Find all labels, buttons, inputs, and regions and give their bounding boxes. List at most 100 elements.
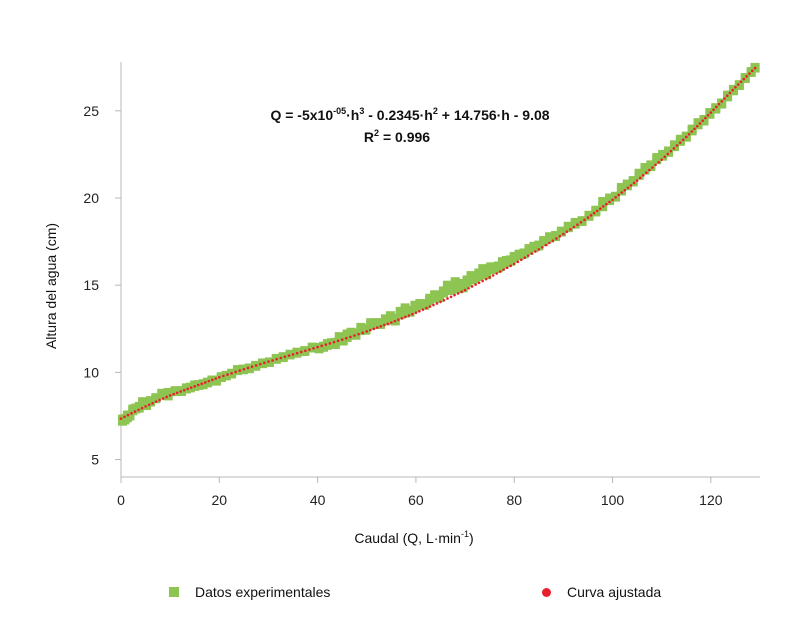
y-tick-label-10: 10 [83, 364, 99, 380]
fit-dot-28 [218, 375, 221, 379]
y-tick-label-15: 15 [83, 277, 99, 293]
fit-dot-160 [687, 132, 691, 136]
experimental-point-94-1 [570, 217, 580, 227]
experimental-point-58-1 [405, 307, 415, 317]
fit-dot-115 [544, 243, 548, 247]
experimental-point-99-1 [605, 193, 615, 203]
fit-dot-117 [551, 239, 555, 242]
fit-dot-138 [620, 191, 624, 194]
fit-dot-76 [407, 314, 411, 317]
fit-dot-122 [569, 228, 572, 231]
experimental-point-83-1 [509, 251, 519, 261]
fit-dot-141 [629, 184, 633, 187]
experimental-point-118-1 [717, 99, 727, 109]
fit-dot-108 [519, 258, 523, 262]
experimental-point-28-1 [244, 364, 254, 374]
experimental-point-87-1 [529, 241, 539, 251]
fit-dot-80 [421, 308, 425, 311]
experimental-point-86-1 [524, 244, 534, 254]
experimental-point-107-1 [652, 153, 662, 163]
fit-dot-65 [368, 328, 372, 332]
experimental-point-37-1 [307, 342, 317, 352]
fit-dot-155 [672, 147, 676, 150]
fit-dot-170 [715, 105, 718, 109]
fit-dot-7 [144, 405, 147, 408]
fit-dot-83 [432, 303, 435, 307]
fit-dot-42 [275, 357, 278, 361]
fit-dot-139 [623, 188, 627, 192]
fit-dot-11 [158, 398, 161, 402]
fit-dot-120 [562, 232, 565, 236]
fit-dot-19 [186, 387, 190, 391]
equation-line-1: Q = -5x10-05·h3 - 0.2345·h2 + 14.756·h -… [270, 106, 549, 123]
y-tick-marks: 5 10 15 20 25 [83, 103, 121, 468]
fit-dot-35 [246, 366, 250, 370]
fit-dot-89 [453, 293, 456, 297]
fit-dot-75 [404, 315, 407, 319]
fit-dot-123 [572, 225, 576, 229]
fit-dot-60 [349, 335, 352, 339]
experimental-point-57-0 [400, 308, 410, 318]
fit-dot-68 [379, 325, 383, 328]
fit-dot-157 [678, 141, 682, 144]
fit-dot-30 [226, 373, 229, 376]
experimental-point-31-1 [264, 357, 274, 367]
fit-dot-128 [589, 214, 593, 217]
fit-dot-31 [230, 371, 233, 375]
fit-dot-179 [739, 80, 743, 84]
x-tick-label-60: 60 [408, 492, 424, 508]
fit-dot-88 [449, 295, 453, 299]
fit-dot-172 [720, 100, 724, 103]
fit-dot-163 [695, 124, 699, 128]
fit-dot-118 [555, 237, 558, 240]
fit-dot-92 [463, 288, 467, 292]
fit-dot-86 [442, 298, 446, 302]
fit-dot-3 [130, 412, 133, 415]
fit-dot-149 [654, 163, 657, 167]
experimental-point-103-1 [628, 177, 638, 187]
experimental-point-62-1 [425, 293, 435, 303]
fit-dot-4 [133, 410, 137, 413]
fit-dot-112 [533, 250, 537, 253]
fit-dot-38 [258, 362, 262, 366]
fit-dot-56 [332, 340, 336, 344]
fit-dot-57 [336, 339, 340, 343]
x-tick-label-120: 120 [699, 492, 723, 508]
legend-experimental-label: Datos experimentales [195, 584, 331, 600]
experimental-point-47-1 [351, 330, 361, 340]
fit-dot-107 [516, 260, 520, 264]
fit-dot-58 [340, 338, 344, 341]
fit-dot-34 [242, 367, 246, 371]
fit-dot-27 [214, 377, 218, 380]
fit-dot-111 [530, 252, 534, 255]
x-axis-title: Caudal (Q, L·min-1) [354, 529, 473, 546]
experimental-point-101-1 [616, 183, 626, 193]
fit-dot-74 [400, 317, 404, 320]
experimental-point-26-1 [232, 365, 242, 375]
fit-dot-164 [698, 122, 702, 125]
experimental-point-56-1 [395, 306, 405, 316]
fit-dot-116 [548, 241, 551, 245]
fit-dot-47 [295, 351, 299, 355]
fit-dot-135 [611, 198, 614, 202]
fit-dot-175 [728, 91, 732, 95]
fit-dot-40 [267, 360, 270, 363]
fit-dot-13 [165, 395, 168, 399]
fit-dot-158 [681, 138, 685, 142]
experimental-point-102-1 [622, 179, 632, 189]
fit-dot-136 [614, 196, 617, 199]
experimental-point-59-1 [410, 300, 420, 310]
experimental-point-46-1 [346, 327, 356, 337]
x-tick-marks: 0 20 40 60 80 100 120 [117, 477, 723, 508]
experimental-point-22-1 [211, 376, 221, 386]
experimental-point-53-1 [380, 314, 390, 324]
fit-dot-121 [565, 230, 569, 234]
experimental-point-52-1 [376, 319, 386, 329]
x-tick-label-0: 0 [117, 492, 125, 508]
fit-dot-85 [439, 300, 442, 304]
fit-dot-64 [365, 330, 369, 333]
x-tick-label-80: 80 [506, 492, 522, 508]
fit-dot-145 [641, 174, 645, 177]
fit-dot-153 [666, 152, 670, 156]
fit-dot-70 [386, 322, 390, 326]
